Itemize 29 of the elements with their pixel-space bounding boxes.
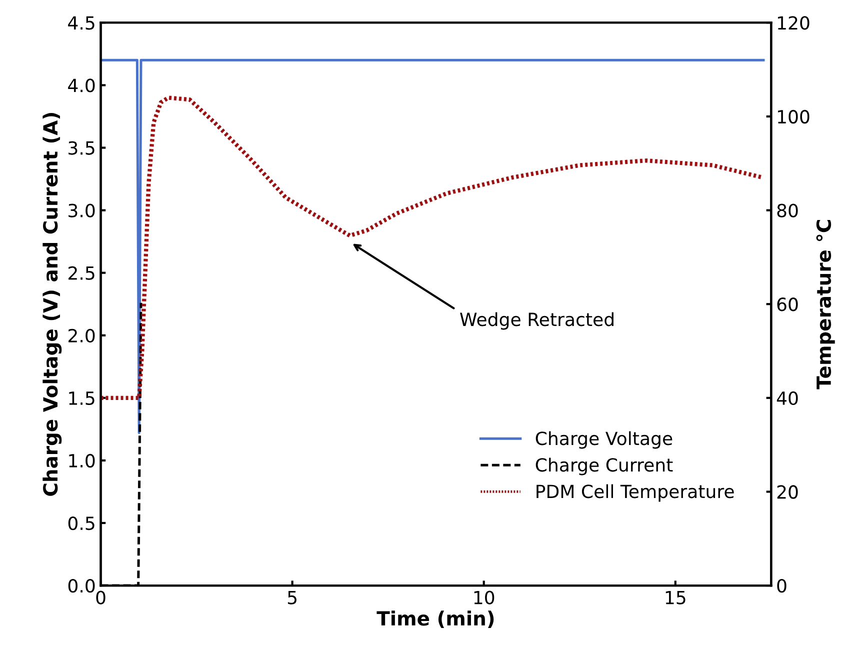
x-tick-label: 10 [474,590,494,604]
line-series [100,96,764,400]
y2-tick-label: 40 [776,391,798,406]
legend-label: Charge Voltage [536,431,672,449]
x-tick-label: 15 [666,590,686,604]
y2-tick-label: 120 [778,16,810,30]
y-tick-label: 4.5 [68,16,94,30]
y-axis-title: Charge Voltage (V) and Current (A) [42,113,62,496]
y2-tick-label: 80 [777,204,798,218]
annotation: Wedge Retracted [460,312,614,330]
y-tick-label: 2.5 [68,266,94,280]
legend-label: PDM Cell Temperature [536,484,734,502]
y-tick-label: 4.0 [68,78,95,92]
y2-tick-label: 60 [777,298,798,312]
y-tick-label: 3.5 [68,141,94,155]
y-tick-label: 3.0 [68,204,95,218]
y-tick-label: 0.5 [68,516,94,530]
x-tick-label: 5 [288,590,296,604]
y2-axis-title: Temperature °C [816,220,835,390]
y-tick-label: 0.0 [68,578,95,593]
y2-tick-label: 100 [778,110,810,124]
x-tick-label: 0 [96,590,106,604]
y-tick-label: 1.0 [69,454,95,468]
y2-tick-label: 20 [777,485,798,499]
legend-label: Charge Current [536,458,673,476]
x-axis-title: Time (min) [376,610,494,628]
y-tick-label: 1.5 [69,392,94,406]
y2-tick-label: 0 [777,578,786,593]
y-tick-label: 2.0 [68,328,95,342]
